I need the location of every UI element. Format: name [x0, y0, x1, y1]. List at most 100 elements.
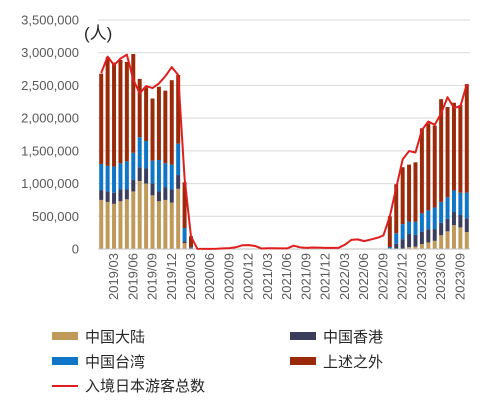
- bar-segment: [394, 184, 399, 234]
- bar-segment: [137, 167, 142, 181]
- bar-segment: [464, 84, 469, 193]
- bar-segment: [464, 218, 469, 232]
- x-tick-label: 2023/09: [452, 253, 467, 300]
- x-tick-label: 2021/12: [318, 253, 333, 300]
- bar-segment: [458, 192, 463, 215]
- bar-segment: [419, 244, 424, 249]
- bar-segment: [118, 59, 123, 164]
- bar-segment: [182, 228, 187, 242]
- bar-segment: [458, 105, 463, 193]
- bar-segment: [182, 241, 187, 244]
- bar-segment: [445, 231, 450, 249]
- x-tick-label: 2020/12: [241, 253, 256, 300]
- bar-segment: [105, 165, 110, 192]
- bar-segment: [118, 201, 123, 249]
- x-tick-label: 2022/06: [356, 253, 371, 300]
- bar-segment: [163, 187, 168, 200]
- x-tick-label: 2022/03: [337, 253, 352, 300]
- y-tick-label: 3,500,000: [21, 13, 79, 28]
- bar-segment: [99, 190, 104, 200]
- bar-segment: [99, 163, 104, 191]
- legend-swatch: [52, 357, 78, 365]
- bar-segment: [387, 216, 392, 248]
- bar-segment: [124, 189, 129, 200]
- bar-segment: [150, 160, 155, 184]
- bar-segment: [445, 107, 450, 198]
- bar-segment: [105, 57, 110, 166]
- bar-segment: [407, 233, 412, 248]
- bar-segment: [112, 166, 117, 193]
- bar-segment: [169, 164, 174, 190]
- bar-segment: [105, 201, 110, 249]
- x-tick-label: 2020/09: [221, 253, 236, 300]
- x-tick-label: 2023/03: [414, 253, 429, 300]
- bar-segment: [432, 207, 437, 230]
- bar-segment: [156, 86, 161, 161]
- bar-segment: [169, 80, 174, 165]
- bar-segment: [99, 73, 104, 164]
- x-tick-label: 2019/09: [145, 253, 160, 300]
- bar-segment: [407, 247, 412, 249]
- bar-segment: [99, 199, 104, 249]
- bar-segment: [464, 192, 469, 219]
- bar-segment: [407, 164, 412, 222]
- x-tick-label: 2022/12: [395, 253, 410, 300]
- bar-segment: [176, 175, 181, 189]
- bar-segment: [189, 236, 193, 248]
- bar-segment: [419, 231, 424, 245]
- bar-segment: [189, 247, 193, 249]
- legend-swatch: [290, 357, 316, 365]
- bar-segment: [131, 152, 136, 180]
- bar-segment: [413, 162, 418, 222]
- bar-segment: [156, 160, 161, 192]
- bars: [99, 54, 469, 249]
- bar-segment: [176, 74, 181, 144]
- bar-segment: [413, 246, 418, 249]
- x-axis-tick-labels: 2019/03 2019/06 2019/09 2019/12 2020/03 2020/…: [106, 253, 467, 300]
- y-tick-label: 500,000: [32, 209, 79, 224]
- x-tick-label: 2019/03: [106, 253, 121, 300]
- bar-segment: [400, 167, 405, 225]
- bar-segment: [131, 179, 136, 192]
- y-tick-label: 1,500,000: [21, 143, 79, 158]
- bar-segment: [407, 221, 412, 234]
- bar-segment: [426, 123, 431, 211]
- bar-segment: [131, 191, 136, 249]
- bar-segment: [439, 222, 444, 236]
- x-tick-label: 2020/06: [202, 253, 217, 300]
- bar-segment: [413, 234, 418, 247]
- bar-segment: [394, 243, 399, 249]
- x-tick-label: 2021/06: [279, 253, 294, 300]
- bar-segment: [419, 213, 424, 232]
- bar-segment: [118, 189, 123, 202]
- bar-segment: [169, 202, 174, 249]
- bar-segment: [445, 218, 450, 232]
- bar-segment: [124, 61, 129, 162]
- bar-segment: [400, 239, 405, 249]
- bar-segment: [144, 183, 149, 249]
- bar-segment: [432, 240, 437, 249]
- bar-segment: [118, 163, 123, 190]
- bar-segment: [445, 197, 450, 219]
- bar-segment: [439, 201, 444, 223]
- bar-segment: [387, 247, 392, 249]
- bar-segment: [150, 183, 155, 196]
- x-tick-label: 2023/06: [433, 253, 448, 300]
- y-tick-label: 0: [72, 242, 79, 257]
- bar-segment: [156, 201, 161, 249]
- bar-segment: [137, 137, 142, 168]
- bar-segment: [464, 231, 469, 249]
- x-tick-label: 2021/09: [298, 253, 313, 300]
- bar-segment: [176, 143, 181, 176]
- bar-segment: [150, 195, 155, 249]
- x-tick-label: 2021/03: [260, 253, 275, 300]
- legend-swatch: [52, 332, 78, 340]
- legend-label: 中国大陆: [85, 329, 145, 346]
- bar-segment: [400, 224, 405, 240]
- y-tick-label: 2,000,000: [21, 111, 79, 126]
- legend-swatch: [290, 332, 316, 340]
- x-tick-label: 2019/12: [164, 253, 179, 300]
- bar-segment: [451, 225, 456, 249]
- bar-segment: [458, 214, 463, 228]
